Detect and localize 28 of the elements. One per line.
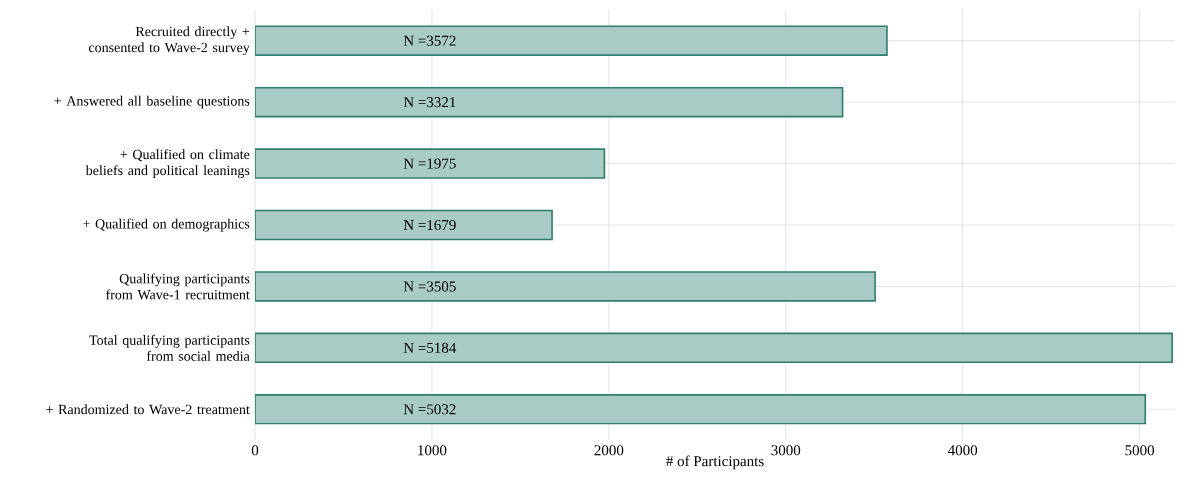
x-tick-label: 1000 bbox=[418, 445, 447, 456]
x-tick-label: 3000 bbox=[771, 445, 801, 456]
bar bbox=[255, 148, 606, 179]
y-tick-label: + Qualified on climate beliefs and political leanings bbox=[85, 149, 250, 179]
data-label: N =3505 bbox=[403, 281, 456, 292]
data-label: N =3572 bbox=[403, 35, 456, 46]
bar bbox=[255, 271, 876, 302]
data-label: N =5032 bbox=[403, 404, 456, 415]
bar bbox=[255, 209, 553, 241]
data-label: N =1975 bbox=[403, 158, 456, 169]
data-label: N =3321 bbox=[403, 97, 456, 108]
bar bbox=[255, 394, 1147, 425]
y-tick-label: + Qualified on demographics bbox=[83, 218, 250, 232]
y-tick-label: Qualifying participants from Wave-1 recruitment bbox=[105, 273, 250, 300]
x-tick-label: 4000 bbox=[947, 445, 978, 456]
y-tick-label: + Randomized to Wave-2 treatment bbox=[46, 404, 250, 415]
data-label: N =5184 bbox=[403, 342, 457, 353]
data-label: N =1679 bbox=[403, 219, 456, 231]
x-axis-title: # of Participants bbox=[666, 455, 764, 470]
y-tick-label: Recruited directly + consented to Wave-2 survey bbox=[88, 26, 250, 56]
y-tick-label: + Answered all baseline questions bbox=[54, 95, 250, 109]
y-tick-label: Total qualifying participants from social media bbox=[89, 334, 250, 361]
bar bbox=[255, 25, 888, 56]
bar bbox=[255, 332, 1173, 364]
x-tick-label: 2000 bbox=[594, 445, 624, 456]
bar bbox=[255, 86, 844, 118]
x-tick-label: 5000 bbox=[1125, 445, 1155, 456]
x-tick-label: 0 bbox=[251, 445, 259, 456]
